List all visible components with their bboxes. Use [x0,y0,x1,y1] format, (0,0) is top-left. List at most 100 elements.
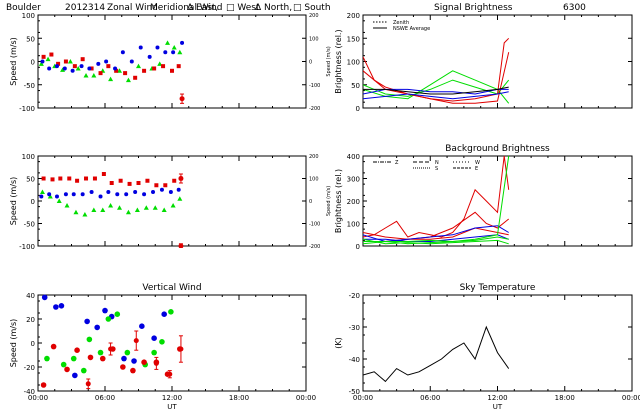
y-tick-label: 200 [347,198,360,206]
y2-tick-label: 200 [309,13,319,19]
point-circle-blue [159,187,164,192]
point-circle-green [80,367,87,374]
y-tick-label: 0 [356,243,360,251]
point-circle-blue [96,61,101,66]
point-circle-blue [171,50,176,55]
point-circle-blue [89,190,94,194]
point-circle-blue [53,304,59,310]
point-triangle-green [117,205,123,210]
legend-label: Zenith [393,20,409,26]
point-square-red [63,59,68,64]
chart-title-part: Boulder [6,3,41,13]
point-circle-blue [120,50,125,55]
y-axis-label: Speed (m/s) [9,37,18,86]
point-square-red [163,183,168,188]
x-tick-label: 00:00 [353,394,373,402]
point-triangle-green [170,203,176,208]
point-square-red [145,178,150,183]
point-square-red [109,181,114,185]
y-tick-label: 100 [347,221,360,229]
point-circle-blue [129,59,134,64]
point-square-red [127,181,132,186]
x-tick-label: 12:00 [487,394,507,402]
point-square-red [41,54,46,59]
y-tick-label: -20 [24,364,35,372]
point-square-red [56,61,61,66]
point-circle-blue [87,66,92,71]
point-circle-blue [131,358,137,364]
legend: Z NS WE [373,160,480,172]
panel-meridional: Boulder 2012314 Meridional Wind Δ North, □ S… [6,3,332,113]
point-square-red [106,64,111,69]
y-tick-label: 100 [22,153,35,161]
chart-title-part: Zonal Wind [107,3,158,13]
point-circle-blue [133,190,138,194]
point-circle-blue [176,187,181,192]
point-circle-blue [41,294,48,301]
data-layer [363,325,510,383]
point-circle-blue [84,318,90,325]
point-circle-blue [98,194,103,199]
y-tick-label: 40 [26,292,35,300]
x-tick-label: 06:00 [420,394,440,402]
point-circle-blue [62,66,67,71]
point-triangle-green [157,61,163,66]
point-square-red [58,176,63,181]
point-circle-green [168,309,174,315]
point-circle-blue [39,194,44,199]
point-circle-blue [54,64,59,69]
point-circle-blue [124,192,129,197]
point-square-red [152,66,157,71]
y-tick-label: 100 [22,12,35,20]
point-circle-blue [94,324,100,331]
point-circle-blue [142,192,147,197]
plot-frame [362,294,633,392]
error-bar-point [178,243,184,248]
panel-zonal: Zonal Wind Δ East, □ West 100 50 0 -50 -100 200 1… [9,3,332,251]
point-circle-blue [71,192,76,197]
chart-title: Background Brightness [445,144,550,154]
point-triangle-green [125,77,131,83]
chart-title-part: □ South [293,3,331,13]
error-bar-point [179,96,185,102]
y-tick-label: 50 [26,35,35,43]
y-tick-label: 0 [31,59,35,67]
point-circle-blue [113,66,118,71]
point-circle-blue [155,45,160,50]
series-line-red [363,211,510,240]
chart-title-part: □ West [226,3,260,13]
point-triangle-green [177,49,183,55]
legend-label: W [475,160,480,166]
point-square-red [114,68,119,73]
point-circle-blue [63,192,68,197]
point-triangle-green [39,189,45,194]
point-circle-red [40,382,47,388]
x-tick-label: 00:00 [28,394,48,402]
point-circle-blue [80,192,85,197]
point-circle-blue [151,335,157,342]
point-triangle-green [56,198,62,203]
point-circle-blue [161,311,167,318]
y-tick-label: 150 [347,35,360,43]
y-tick-label: -100 [19,243,35,251]
point-square-red [92,176,97,181]
chart-title-part: Δ North, [255,3,292,13]
point-circle-green [159,339,165,345]
point-square-red [67,176,72,181]
point-square-red [89,66,94,71]
x-tick-label: 06:00 [95,394,115,402]
point-circle-blue [138,45,143,50]
panel-signal: Signal Brightness 6300 200 150 100 50 0 Brightn… [334,3,633,113]
y2-tick-label: -200 [309,106,320,112]
x-tick-label: 18:00 [229,394,249,402]
point-circle-blue [139,323,145,330]
y-tick-label: -50 [349,388,360,396]
y2-tick-label: 200 [309,154,319,160]
panel-skytemp: Sky Temperature -20 -30 -40 -50 (K) 00:00 06:00… [334,283,640,411]
point-circle-blue [163,50,168,55]
point-circle-blue [115,192,120,197]
error-bar-point [108,346,114,352]
y-tick-label: 50 [351,82,360,90]
y-tick-label: -50 [24,221,35,229]
data-layer [363,155,510,245]
